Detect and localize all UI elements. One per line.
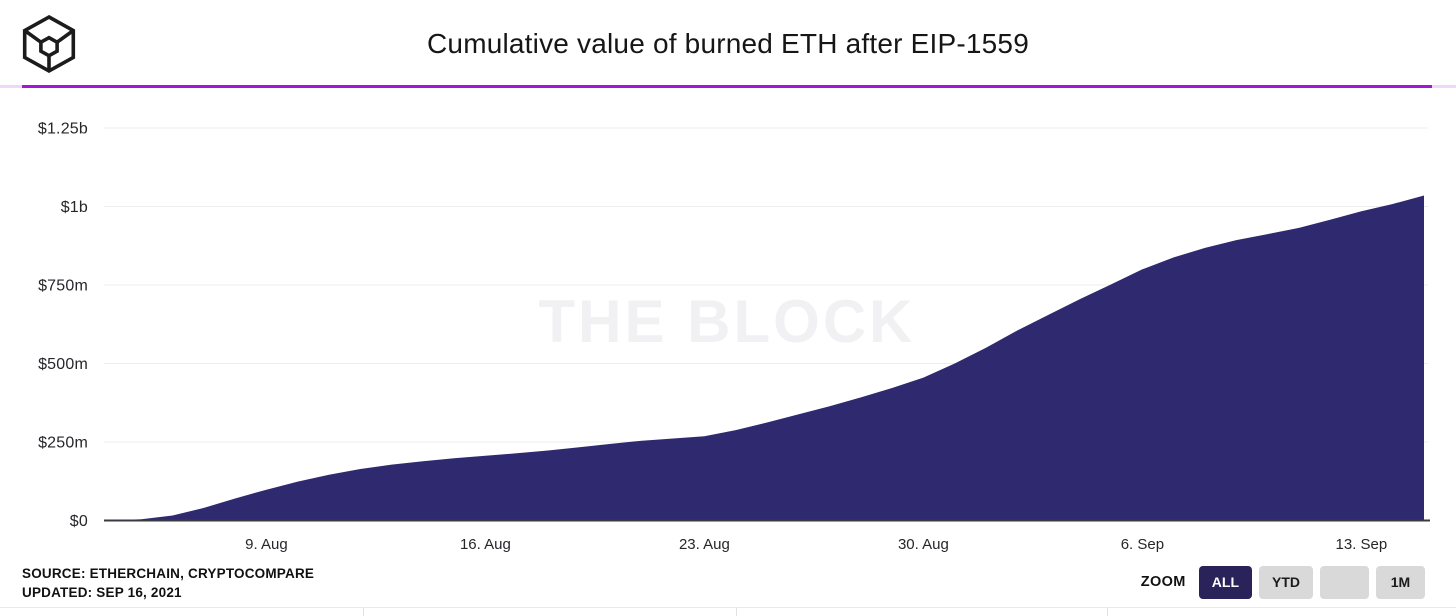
source-line: SOURCE: ETHERCHAIN, CRYPTOCOMPARE [22,566,315,581]
table-column-divider [736,608,737,616]
table-column-divider [363,608,364,616]
zoom-button-all[interactable]: ALL [1198,565,1252,599]
x-axis-label: 30. Aug [898,536,949,553]
y-axis-label: $0 [70,513,88,530]
burned-eth-area-series [110,195,1424,521]
zoom-button-blank[interactable] [1320,565,1369,599]
zoom-button-ytd[interactable]: YTD [1259,565,1313,599]
updated-line: UPDATED: SEP 16, 2021 [22,584,182,600]
zoom-button-1m[interactable]: 1M [1376,565,1425,599]
y-axis-label: $1b [61,199,88,216]
chart-title: Cumulative value of burned ETH after EIP… [427,28,1029,59]
the-block-logo-icon [22,14,76,74]
the-block-watermark: THE BLOCK [539,288,916,355]
x-axis-label: 23. Aug [679,536,730,553]
cutoff-table-top-border [0,607,1456,616]
y-axis-label: $1.25b [38,121,88,138]
y-axis-label: $750m [38,278,88,295]
y-axis-label: $500m [38,356,88,373]
zoom-label: ZOOM [1140,574,1186,590]
accent-rule [22,85,1432,88]
source-note: SOURCE: ETHERCHAIN, CRYPTOCOMPARE UPDATE… [22,565,314,602]
table-column-divider [1107,608,1108,616]
x-axis-label: 6. Sep [1121,536,1164,553]
range-selector: ZOOM ALL YTD 1M [1141,565,1425,599]
y-axis-label: $250m [38,435,88,452]
x-axis-label: 16. Aug [460,536,511,553]
zoom-buttons: ALL YTD 1M [1198,565,1425,599]
x-axis-label: 9. Aug [245,536,288,553]
x-axis-label: 13. Sep [1336,536,1388,553]
